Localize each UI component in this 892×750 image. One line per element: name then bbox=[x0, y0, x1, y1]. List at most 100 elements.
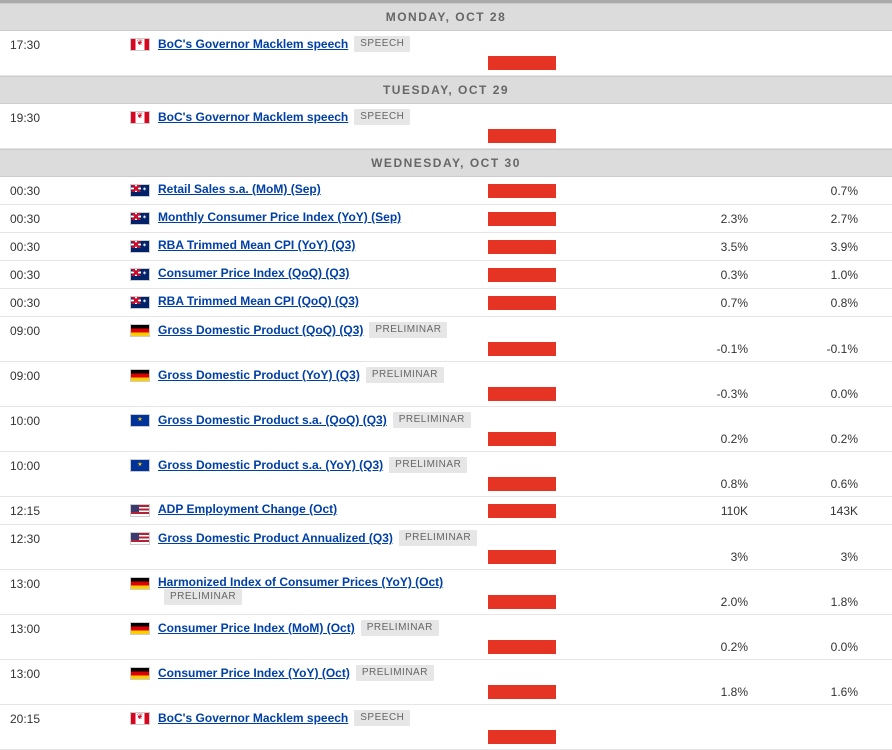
event-time: 00:30 bbox=[10, 210, 60, 226]
event-badge: PRELIMINAR bbox=[399, 530, 477, 546]
event-cell: BoC's Governor Macklem speech SPEECH bbox=[158, 710, 488, 726]
day-header: MONDAY, OCT 28 bbox=[0, 3, 892, 31]
event-link[interactable]: BoC's Governor Macklem speech bbox=[158, 37, 348, 51]
event-cell: ADP Employment Change (Oct) bbox=[158, 502, 488, 516]
volatility-cell bbox=[488, 530, 608, 564]
previous-value: 0.7% bbox=[748, 182, 858, 198]
previous-value: 0.8% bbox=[748, 294, 858, 310]
previous-value: 143K bbox=[748, 502, 858, 518]
event-cell: Consumer Price Index (QoQ) (Q3) bbox=[158, 266, 488, 280]
event-link[interactable]: Gross Domestic Product s.a. (QoQ) (Q3) bbox=[158, 413, 387, 427]
event-row: 12:30Gross Domestic Product Annualized (… bbox=[0, 525, 892, 570]
consensus-value: 0.3% bbox=[638, 266, 748, 282]
consensus-value bbox=[638, 710, 748, 730]
previous-value: 1.0% bbox=[748, 266, 858, 282]
previous-value: 0.6% bbox=[748, 457, 858, 491]
consensus-value: 0.8% bbox=[638, 457, 748, 491]
event-link[interactable]: BoC's Governor Macklem speech bbox=[158, 711, 348, 725]
event-cell: Harmonized Index of Consumer Prices (YoY… bbox=[158, 575, 488, 605]
event-link[interactable]: Consumer Price Index (MoM) (Oct) bbox=[158, 621, 355, 635]
au-flag-icon bbox=[130, 184, 150, 197]
de-flag-icon bbox=[130, 667, 150, 680]
event-time: 19:30 bbox=[10, 109, 60, 125]
event-badge: PRELIMINAR bbox=[361, 620, 439, 636]
de-flag-icon bbox=[130, 369, 150, 382]
volatility-bar-icon bbox=[488, 387, 556, 401]
volatility-bar-icon bbox=[488, 595, 556, 609]
consensus-value: 0.2% bbox=[638, 412, 748, 446]
event-link[interactable]: Harmonized Index of Consumer Prices (YoY… bbox=[158, 575, 443, 589]
event-link[interactable]: Consumer Price Index (YoY) (Oct) bbox=[158, 666, 350, 680]
event-row: 19:30 BoC's Governor Macklem speechSPEECH bbox=[0, 104, 892, 149]
volatility-cell bbox=[488, 367, 608, 401]
event-link[interactable]: Consumer Price Index (QoQ) (Q3) bbox=[158, 266, 349, 280]
event-badge: PRELIMINAR bbox=[389, 457, 467, 473]
consensus-value bbox=[638, 109, 748, 129]
event-badge: PRELIMINAR bbox=[393, 412, 471, 428]
event-cell: RBA Trimmed Mean CPI (YoY) (Q3) bbox=[158, 238, 488, 252]
day-header: TUESDAY, OCT 29 bbox=[0, 76, 892, 104]
volatility-cell bbox=[488, 502, 608, 518]
consensus-value: 1.8% bbox=[638, 665, 748, 699]
volatility-bar-icon bbox=[488, 240, 556, 254]
volatility-cell bbox=[488, 322, 608, 356]
previous-value bbox=[748, 36, 858, 56]
volatility-cell bbox=[488, 182, 608, 198]
event-row: 09:00 Gross Domestic Product (QoQ) (Q3) PR… bbox=[0, 317, 892, 362]
event-link[interactable]: RBA Trimmed Mean CPI (YoY) (Q3) bbox=[158, 238, 355, 252]
day-header: WEDNESDAY, OCT 30 bbox=[0, 149, 892, 177]
ca-flag-icon bbox=[130, 38, 150, 51]
volatility-bar-icon bbox=[488, 432, 556, 446]
event-badge: SPEECH bbox=[354, 710, 410, 726]
volatility-bar-icon bbox=[488, 129, 556, 143]
event-row: 17:30 BoC's Governor Macklem speechSPEECH bbox=[0, 31, 892, 76]
consensus-value: 0.7% bbox=[638, 294, 748, 310]
volatility-cell bbox=[488, 620, 608, 654]
event-link[interactable]: BoC's Governor Macklem speech bbox=[158, 110, 348, 124]
volatility-bar-icon bbox=[488, 184, 556, 198]
event-badge: PRELIMINAR bbox=[369, 322, 447, 338]
event-time: 00:30 bbox=[10, 182, 60, 198]
event-link[interactable]: ADP Employment Change (Oct) bbox=[158, 502, 337, 516]
event-link[interactable]: Gross Domestic Product s.a. (YoY) (Q3) bbox=[158, 458, 383, 472]
event-time: 20:15 bbox=[10, 710, 60, 726]
event-row: 00:30RBA Trimmed Mean CPI (YoY) (Q3)3.5%… bbox=[0, 233, 892, 261]
event-cell: RBA Trimmed Mean CPI (QoQ) (Q3) bbox=[158, 294, 488, 308]
consensus-value: 2.3% bbox=[638, 210, 748, 226]
event-cell: Gross Domestic Product s.a. (YoY) (Q3) PR… bbox=[158, 457, 488, 473]
eu-flag-icon bbox=[130, 459, 150, 472]
consensus-value: 3% bbox=[638, 530, 748, 564]
volatility-cell bbox=[488, 457, 608, 491]
volatility-bar-icon bbox=[488, 685, 556, 699]
volatility-cell bbox=[488, 210, 608, 226]
event-cell: BoC's Governor Macklem speechSPEECH bbox=[158, 36, 488, 52]
event-cell: BoC's Governor Macklem speechSPEECH bbox=[158, 109, 488, 125]
event-time: 09:00 bbox=[10, 322, 60, 338]
volatility-bar-icon bbox=[488, 296, 556, 310]
event-link[interactable]: RBA Trimmed Mean CPI (QoQ) (Q3) bbox=[158, 294, 359, 308]
event-link[interactable]: Gross Domestic Product (QoQ) (Q3) bbox=[158, 323, 363, 337]
event-row: 09:00Gross Domestic Product (YoY) (Q3)PR… bbox=[0, 362, 892, 407]
volatility-bar-icon bbox=[488, 640, 556, 654]
volatility-cell bbox=[488, 710, 608, 744]
event-time: 17:30 bbox=[10, 36, 60, 52]
event-link[interactable]: Retail Sales s.a. (MoM) (Sep) bbox=[158, 182, 321, 196]
event-link[interactable]: Gross Domestic Product (YoY) (Q3) bbox=[158, 368, 360, 382]
us-flag-icon bbox=[130, 532, 150, 545]
event-cell: Retail Sales s.a. (MoM) (Sep) bbox=[158, 182, 488, 196]
event-time: 00:30 bbox=[10, 238, 60, 254]
de-flag-icon bbox=[130, 324, 150, 337]
previous-value: -0.1% bbox=[748, 322, 858, 356]
volatility-bar-icon bbox=[488, 550, 556, 564]
event-row: 13:00Consumer Price Index (MoM) (Oct)PRE… bbox=[0, 615, 892, 660]
event-link[interactable]: Gross Domestic Product Annualized (Q3) bbox=[158, 531, 393, 545]
previous-value bbox=[748, 109, 858, 129]
previous-value: 0.0% bbox=[748, 620, 858, 654]
event-time: 09:00 bbox=[10, 367, 60, 383]
event-link[interactable]: Monthly Consumer Price Index (YoY) (Sep) bbox=[158, 210, 401, 224]
previous-value: 3% bbox=[748, 530, 858, 564]
consensus-value: 2.0% bbox=[638, 575, 748, 609]
event-time: 13:00 bbox=[10, 575, 60, 591]
event-row: 10:00Gross Domestic Product s.a. (YoY) (… bbox=[0, 452, 892, 497]
event-row: 00:30Consumer Price Index (QoQ) (Q3)0.3%… bbox=[0, 261, 892, 289]
